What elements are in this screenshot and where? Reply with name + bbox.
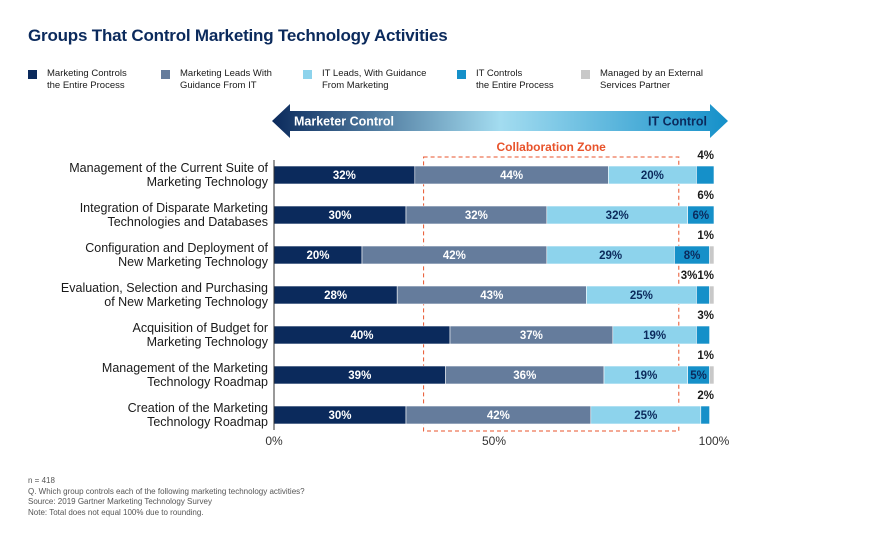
- footnote-source: Source: 2019 Gartner Marketing Technolog…: [28, 497, 212, 506]
- category-label: Management of the Marketing Technology Ro…: [102, 361, 268, 389]
- category-label-line: Management of the Marketing: [102, 361, 268, 375]
- legend: Marketing Controls the Entire Process Ma…: [28, 68, 868, 98]
- category-label: Evaluation, Selection and Purchasing of N…: [61, 281, 269, 309]
- bar-value-label: 19%: [634, 370, 657, 382]
- legend-item-marketing-controls: Marketing Controls the Entire Process: [28, 68, 127, 92]
- bar-value-label: 42%: [443, 250, 466, 262]
- bar-small-value-label: 1%: [697, 230, 714, 242]
- bar-value-label: 32%: [606, 210, 629, 222]
- bar-value-label: 8%: [684, 250, 701, 262]
- legend-swatch: [161, 70, 170, 79]
- x-tick-label: 0%: [265, 434, 283, 448]
- legend-label: Managed by an External Services Partner: [600, 68, 703, 91]
- bar-segment-it-controls-the-entire-process: [696, 325, 710, 345]
- category-label-line: Management of the Current Suite of: [69, 161, 268, 175]
- bar-value-label: 20%: [306, 250, 329, 262]
- bar-value-label: 37%: [520, 330, 543, 342]
- legend-item-marketing-leads: Marketing Leads With Guidance From IT: [161, 68, 272, 92]
- bar-value-label: 40%: [350, 330, 373, 342]
- bar-value-label: 20%: [641, 170, 664, 182]
- category-label-line: Creation of the Marketing: [128, 401, 268, 415]
- bar-value-label: 29%: [599, 250, 622, 262]
- category-label-line: Acquisition of Budget for: [133, 321, 269, 335]
- control-arrow-shape: [272, 104, 728, 138]
- bar-value-label: 19%: [643, 330, 666, 342]
- bar-value-label: 42%: [487, 410, 510, 422]
- control-arrow: Marketer Control IT Control: [272, 104, 728, 138]
- category-label: Configuration and Deployment of New Marke…: [85, 241, 269, 269]
- bar-value-label: 6%: [692, 210, 709, 222]
- bar-small-value-label: 6%: [697, 190, 714, 202]
- category-label-line: Technology Roadmap: [147, 415, 268, 429]
- bar-value-label: 5%: [690, 370, 707, 382]
- category-label-line: Technology Roadmap: [147, 375, 268, 389]
- footnote-question: Q. Which group controls each of the foll…: [28, 486, 305, 496]
- category-label: Acquisition of Budget for Marketing Techn…: [133, 321, 269, 349]
- legend-label: IT Leads, With Guidance From Marketing: [322, 68, 427, 91]
- x-tick-label: 50%: [482, 434, 506, 448]
- bar-small-value-label: 2%: [697, 390, 714, 402]
- bar-value-label: 30%: [328, 410, 351, 422]
- legend-label: IT Controls the Entire Process: [476, 68, 554, 91]
- bar-value-label: 44%: [500, 170, 523, 182]
- stacked-bar-chart: Marketer Control IT Control Collaboratio…: [61, 104, 730, 448]
- category-label-line: of New Marketing Technology: [104, 295, 268, 309]
- bar-value-label: 28%: [324, 290, 347, 302]
- bar-segment-it-controls-the-entire-process: [700, 405, 710, 425]
- it-control-label: IT Control: [648, 115, 707, 129]
- bar-segment-managed-by-an-external-services-partner: [709, 365, 715, 385]
- bar-small-value-label: 1%: [697, 350, 714, 362]
- bar-value-label: 43%: [480, 290, 503, 302]
- category-label: Integration of Disparate Marketing Techno…: [80, 201, 268, 229]
- bar-segment-it-controls-the-entire-process: [696, 285, 710, 305]
- category-label-line: Marketing Technology: [147, 175, 269, 189]
- legend-label: Marketing Leads With Guidance From IT: [180, 68, 272, 91]
- legend-item-it-leads: IT Leads, With Guidance From Marketing: [303, 68, 426, 92]
- legend-swatch: [581, 70, 590, 79]
- x-tick-label: 100%: [699, 434, 730, 448]
- bar-small-value-label: 4%: [697, 150, 714, 162]
- legend-item-external-partner: Managed by an External Services Partner: [581, 68, 703, 92]
- bar-value-label: 36%: [513, 370, 536, 382]
- category-label-line: Configuration and Deployment of: [85, 241, 268, 255]
- marketer-control-label: Marketer Control: [294, 115, 394, 129]
- category-label-line: Integration of Disparate Marketing: [80, 201, 268, 215]
- bar-value-label: 39%: [348, 370, 371, 382]
- category-label-line: Technologies and Databases: [107, 215, 268, 229]
- bar-segment-it-controls-the-entire-process: [696, 165, 715, 185]
- bar-value-label: 30%: [328, 210, 351, 222]
- bar-value-label: 32%: [333, 170, 356, 182]
- bar-segment-managed-by-an-external-services-partner: [709, 245, 715, 265]
- bar-small-value-label: 3%1%: [681, 270, 714, 282]
- bar-small-value-label: 3%: [697, 310, 714, 322]
- collaboration-zone-label: Collaboration Zone: [497, 140, 607, 154]
- legend-item-it-controls: IT Controls the Entire Process: [457, 68, 554, 92]
- legend-label: Marketing Controls the Entire Process: [47, 68, 127, 91]
- bar-value-label: 25%: [634, 410, 657, 422]
- category-label-line: New Marketing Technology: [118, 255, 269, 269]
- category-label: Management of the Current Suite of Market…: [69, 161, 268, 189]
- category-label: Creation of the Marketing Technology Road…: [128, 401, 268, 429]
- bar-value-label: 25%: [630, 290, 653, 302]
- legend-swatch: [303, 70, 312, 79]
- footnotes: n = 418 Q. Which group controls each of …: [28, 476, 305, 518]
- bar-value-label: 32%: [465, 210, 488, 222]
- category-label-line: Marketing Technology: [147, 335, 269, 349]
- category-label-line: Evaluation, Selection and Purchasing: [61, 281, 268, 295]
- footnote-sample-size: n = 418: [28, 476, 55, 485]
- chart-title: Groups That Control Marketing Technology…: [28, 26, 448, 45]
- legend-swatch: [28, 70, 37, 79]
- bar-segment-it-controls-the-entire-process: [687, 205, 715, 225]
- legend-swatch: [457, 70, 466, 79]
- footnote-note: Note: Total does not equal 100% due to r…: [28, 507, 204, 517]
- bar-segment-managed-by-an-external-services-partner: [709, 285, 715, 305]
